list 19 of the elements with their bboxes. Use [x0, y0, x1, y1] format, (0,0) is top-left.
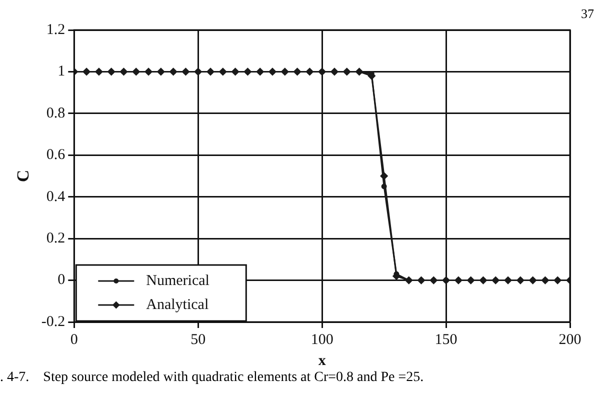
y-tick-label: -0.2 [41, 314, 66, 330]
y-tick-label: 0.4 [46, 188, 66, 205]
x-tick-label: 100 [310, 332, 334, 348]
y-axis-title: C [14, 170, 33, 182]
text: 37 [581, 6, 594, 22]
x-tick-label: 150 [434, 332, 458, 348]
x-tick-label: 50 [190, 332, 206, 348]
y-tick-label: 0.6 [46, 147, 66, 164]
y-tick-label: 0 [58, 272, 66, 288]
y-tick-label: 1.2 [46, 22, 66, 38]
y-tick-label: 0.8 [46, 105, 66, 122]
legend-label: Numerical [146, 272, 210, 289]
x-axis-title: x [318, 352, 326, 369]
y-tick-label: 1 [58, 64, 66, 80]
text: . 4-7. Step source modeled with quadratic elements at Cr=0.8 and Pe =25. [0, 370, 424, 386]
legend-label: Analytical [146, 296, 209, 313]
x-tick-label: 0 [70, 332, 78, 348]
x-tick-label: 200 [558, 332, 582, 348]
y-tick-label: 0.2 [46, 230, 66, 247]
